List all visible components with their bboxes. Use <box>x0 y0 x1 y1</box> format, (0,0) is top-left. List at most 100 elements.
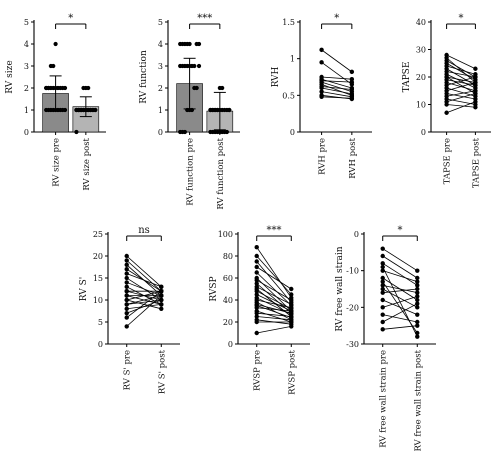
data-point-pre <box>380 286 385 292</box>
paired-line <box>446 65 476 75</box>
paired-line <box>256 307 292 312</box>
paired-line <box>256 261 292 303</box>
data-point-post <box>473 105 478 110</box>
panel-rv-function: 0 1 2 3 4 5 RV function RV function pre RV funct… <box>139 13 240 210</box>
data-point-pre <box>124 271 129 276</box>
paired-line <box>382 325 418 330</box>
x-category-label: TAPSE post <box>471 137 481 188</box>
paired-line <box>126 260 162 292</box>
paired-line <box>446 104 476 108</box>
y-tick-label: 0 <box>354 230 359 239</box>
data-point <box>46 85 51 91</box>
data-point-pre <box>254 259 259 264</box>
paired-line <box>126 299 162 314</box>
paired-line <box>446 90 476 97</box>
paired-line <box>256 326 292 334</box>
data-point <box>196 41 202 47</box>
paired-line <box>321 86 352 90</box>
paired-line <box>382 314 418 323</box>
data-point-pre <box>380 253 385 259</box>
data-point-post <box>349 79 355 85</box>
data-point-pre <box>380 305 385 310</box>
bar <box>42 93 69 133</box>
data-point <box>224 129 230 135</box>
paired-line <box>382 255 418 279</box>
data-point <box>62 85 68 91</box>
data-point <box>215 107 220 113</box>
y-tick-label: 20 <box>93 252 103 261</box>
y-tick-label: 5 <box>24 18 29 27</box>
paired-line <box>321 80 352 83</box>
significance-label: ns <box>138 225 150 236</box>
paired-line <box>256 286 292 305</box>
data-point-post <box>159 284 164 289</box>
y-tick-label: 0 <box>98 340 103 349</box>
paired-line <box>446 62 476 81</box>
y-tick-label: 0.5 <box>282 91 295 100</box>
data-point-pre <box>124 253 129 259</box>
y-tick-label: 40 <box>223 296 233 305</box>
data-point-pre <box>254 292 259 297</box>
paired-line <box>256 294 292 312</box>
data-point-post <box>349 69 355 75</box>
data-point-pre <box>124 293 129 298</box>
x-category-label: TAPSE pre <box>443 138 453 184</box>
data-point-pre <box>254 245 259 250</box>
data-point-pre <box>254 314 259 319</box>
paired-line <box>446 76 476 94</box>
y-tick-label: 0 <box>158 128 163 137</box>
data-point-post <box>289 319 294 325</box>
paired-line <box>382 288 418 294</box>
data-point-post <box>289 302 294 307</box>
paired-line <box>321 91 352 98</box>
data-point <box>74 129 79 135</box>
data-point-post <box>349 87 355 92</box>
data-point-pre <box>124 258 129 263</box>
data-point-pre <box>319 89 324 94</box>
data-point-pre <box>380 297 385 303</box>
data-point-post <box>289 314 294 319</box>
data-point-post <box>159 306 164 311</box>
y-tick-label: 80 <box>223 252 233 261</box>
data-point <box>53 41 58 47</box>
significance-label: *** <box>197 13 212 24</box>
data-point-post <box>415 305 420 310</box>
y-tick-label: 0 <box>421 128 426 137</box>
y-tick-label: 20 <box>223 318 233 327</box>
data-point-pre <box>380 283 385 288</box>
x-category-label: RV size pre <box>52 138 62 187</box>
data-point <box>182 129 187 135</box>
data-point-pre <box>319 47 324 53</box>
paired-line <box>256 316 292 321</box>
paired-line <box>446 71 476 78</box>
paired-line <box>382 266 418 337</box>
paired-line <box>382 303 418 323</box>
y-axis-label: TAPSE <box>402 62 412 93</box>
y-tick-label: -30 <box>346 340 359 349</box>
data-point-pre <box>124 267 129 272</box>
paired-line <box>446 60 476 78</box>
y-axis-label: RVSP <box>209 276 219 301</box>
y-tick-label: 40 <box>416 18 426 27</box>
y-axis-label: RV size <box>5 60 15 93</box>
data-point-pre <box>124 289 129 294</box>
data-point-post <box>473 99 478 104</box>
data-point <box>62 107 68 113</box>
data-point-pre <box>254 311 259 316</box>
data-point-pre <box>380 261 385 266</box>
y-tick-label: 2 <box>158 84 163 93</box>
paired-line <box>256 310 292 323</box>
y-tick-label: 4 <box>24 40 29 49</box>
data-point-post <box>289 297 294 303</box>
data-point-post <box>415 323 420 328</box>
panel-rv-size: 0 1 2 3 4 5 RV size RV size pre RV size post * <box>5 13 106 191</box>
x-category-label: RVSP pre <box>253 350 263 391</box>
x-category-label: RV free wall strain post <box>413 349 423 451</box>
y-tick-label: 100 <box>218 230 233 239</box>
data-point <box>194 85 199 91</box>
paired-line <box>321 62 353 85</box>
data-point-post <box>349 96 355 101</box>
data-point-pre <box>124 324 129 329</box>
data-point-pre <box>124 262 129 267</box>
y-axis-label: RV free wall strain <box>335 246 345 331</box>
